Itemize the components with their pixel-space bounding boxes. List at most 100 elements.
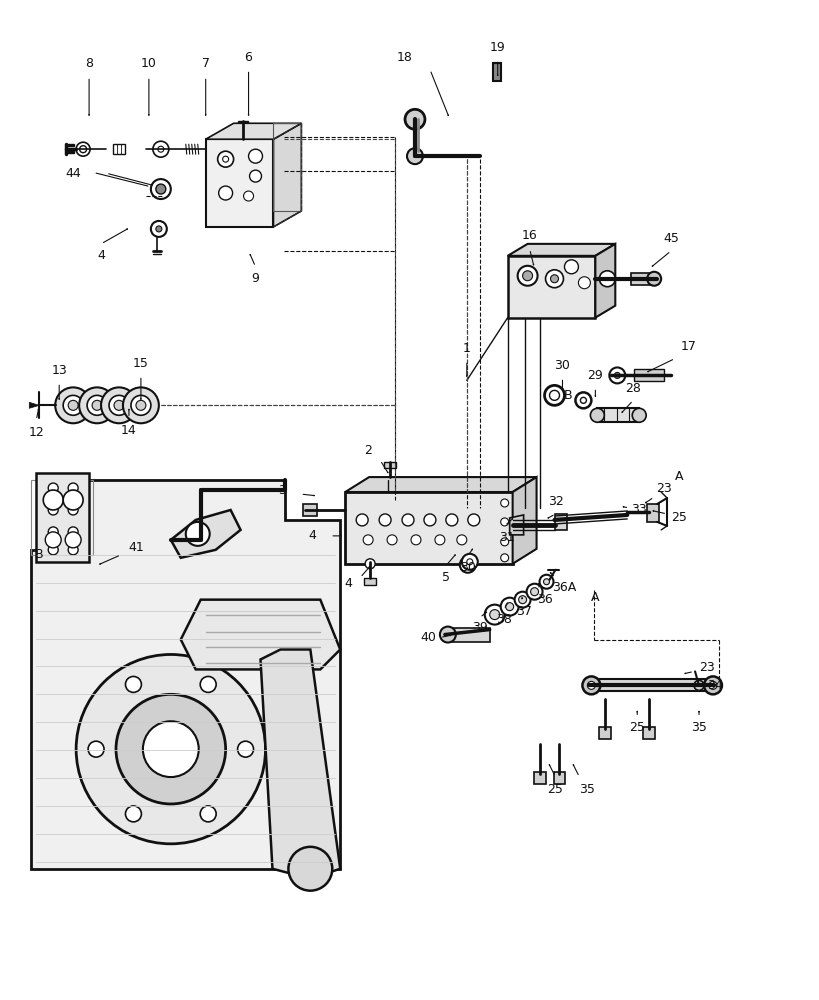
- Circle shape: [522, 271, 532, 281]
- Text: 8: 8: [85, 57, 93, 70]
- Text: B: B: [563, 389, 572, 402]
- Text: 25: 25: [628, 721, 645, 734]
- Polygon shape: [646, 504, 658, 522]
- Text: 36A: 36A: [552, 581, 576, 594]
- Circle shape: [158, 146, 164, 152]
- Circle shape: [467, 514, 479, 526]
- Polygon shape: [260, 649, 340, 879]
- Circle shape: [530, 588, 538, 596]
- Polygon shape: [29, 402, 39, 408]
- Circle shape: [76, 142, 90, 156]
- Polygon shape: [364, 578, 376, 585]
- Circle shape: [410, 535, 420, 545]
- Text: 2: 2: [364, 444, 372, 457]
- Circle shape: [115, 694, 225, 804]
- Circle shape: [550, 275, 558, 283]
- Text: 1: 1: [462, 342, 470, 355]
- Circle shape: [186, 522, 210, 546]
- Polygon shape: [633, 369, 663, 381]
- Circle shape: [109, 395, 129, 415]
- Text: 14: 14: [121, 424, 137, 437]
- Circle shape: [48, 505, 58, 515]
- Circle shape: [55, 387, 91, 423]
- Circle shape: [76, 654, 265, 844]
- Text: 30: 30: [554, 359, 570, 372]
- Polygon shape: [589, 679, 713, 691]
- Text: 19: 19: [489, 41, 505, 54]
- Circle shape: [249, 170, 261, 182]
- Circle shape: [151, 221, 166, 237]
- Circle shape: [446, 514, 457, 526]
- Circle shape: [514, 592, 530, 608]
- Text: A: A: [590, 591, 599, 604]
- Circle shape: [200, 676, 216, 692]
- Circle shape: [238, 135, 247, 143]
- Circle shape: [464, 561, 471, 569]
- Circle shape: [599, 271, 614, 287]
- Circle shape: [500, 598, 518, 616]
- Circle shape: [114, 400, 124, 410]
- Text: 4: 4: [97, 249, 105, 262]
- Polygon shape: [31, 480, 340, 869]
- Polygon shape: [273, 123, 301, 227]
- Circle shape: [68, 400, 78, 410]
- Polygon shape: [66, 144, 74, 146]
- Polygon shape: [599, 727, 611, 739]
- Circle shape: [378, 514, 391, 526]
- Circle shape: [575, 392, 590, 408]
- Circle shape: [156, 184, 165, 194]
- Polygon shape: [642, 727, 654, 739]
- Circle shape: [526, 584, 542, 600]
- Circle shape: [101, 387, 137, 423]
- Circle shape: [243, 191, 253, 201]
- Circle shape: [223, 156, 229, 162]
- Circle shape: [580, 397, 586, 403]
- Circle shape: [79, 387, 115, 423]
- Circle shape: [125, 676, 141, 692]
- Text: 41: 41: [128, 541, 143, 554]
- Text: 31: 31: [498, 531, 514, 544]
- Circle shape: [238, 741, 253, 757]
- Text: 39: 39: [471, 621, 487, 634]
- Text: 29: 29: [586, 369, 603, 382]
- Polygon shape: [512, 477, 536, 564]
- Circle shape: [248, 149, 262, 163]
- Circle shape: [68, 545, 78, 555]
- Circle shape: [500, 554, 508, 562]
- Circle shape: [489, 610, 499, 620]
- Circle shape: [631, 408, 645, 422]
- Text: 6: 6: [244, 51, 252, 64]
- Circle shape: [143, 721, 198, 777]
- Text: 18: 18: [396, 51, 413, 64]
- Circle shape: [136, 400, 146, 410]
- Polygon shape: [507, 256, 595, 318]
- Circle shape: [79, 146, 87, 153]
- Circle shape: [704, 676, 721, 694]
- Text: 36: 36: [536, 593, 552, 606]
- Text: 32: 32: [547, 495, 563, 508]
- Circle shape: [401, 514, 414, 526]
- Polygon shape: [595, 244, 614, 318]
- Circle shape: [152, 141, 169, 157]
- Circle shape: [355, 514, 368, 526]
- Text: 12: 12: [29, 426, 44, 439]
- Polygon shape: [180, 600, 340, 669]
- Circle shape: [539, 575, 553, 589]
- Polygon shape: [631, 273, 654, 285]
- Circle shape: [217, 151, 233, 167]
- Circle shape: [151, 179, 170, 199]
- Polygon shape: [345, 492, 512, 564]
- Circle shape: [518, 596, 526, 604]
- Circle shape: [646, 272, 660, 286]
- Polygon shape: [553, 772, 565, 784]
- Text: 37: 37: [515, 605, 531, 618]
- Circle shape: [466, 559, 473, 565]
- Circle shape: [577, 277, 590, 289]
- Circle shape: [609, 367, 625, 383]
- Circle shape: [87, 395, 107, 415]
- Text: 16: 16: [521, 229, 536, 242]
- Circle shape: [613, 372, 619, 378]
- Circle shape: [693, 680, 704, 690]
- Text: 7: 7: [201, 57, 210, 70]
- Text: 28: 28: [625, 382, 640, 395]
